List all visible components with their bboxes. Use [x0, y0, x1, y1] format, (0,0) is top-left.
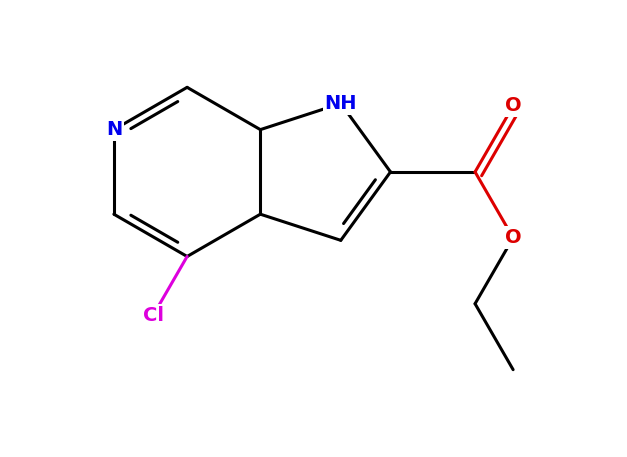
- Text: O: O: [505, 228, 522, 247]
- Text: N: N: [106, 120, 122, 139]
- Text: O: O: [505, 96, 522, 116]
- Text: NH: NH: [325, 94, 357, 113]
- Text: Cl: Cl: [143, 306, 164, 324]
